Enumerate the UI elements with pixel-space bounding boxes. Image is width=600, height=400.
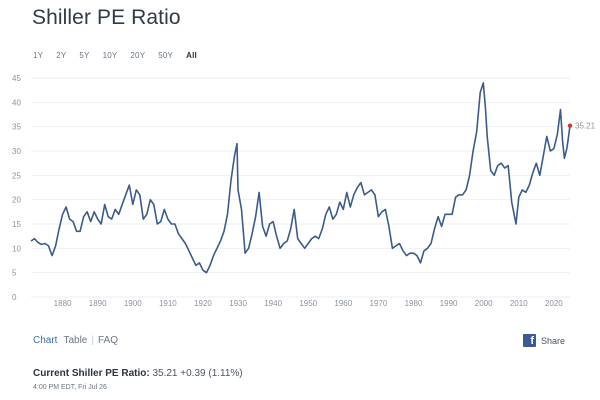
range-tab-1y[interactable]: 1Y — [33, 51, 44, 60]
x-tick-label: 1890 — [89, 299, 107, 308]
share-label: Share — [541, 335, 566, 346]
x-tick-label: 1970 — [370, 299, 388, 308]
x-tick-label: 1880 — [54, 299, 72, 308]
last-value-marker — [567, 123, 573, 128]
last-value-label: 35.21 — [575, 122, 596, 131]
x-tick-label: 1910 — [159, 299, 177, 308]
page-title: Shiller PE Ratio — [32, 6, 181, 29]
current-value: 35.21 — [152, 368, 178, 379]
y-tick-label: 25 — [12, 171, 21, 180]
y-axis-ticks: 0 5 10 15 20 25 30 35 40 45 — [12, 74, 21, 302]
range-tab-20y[interactable]: 20Y — [130, 51, 146, 60]
x-axis-ticks: 1880 1890 1900 1910 1920 1930 1940 1950 1960 1970… — [54, 299, 564, 308]
range-tab-all[interactable]: All — [186, 51, 197, 60]
share-button[interactable]: f Share — [523, 334, 565, 347]
x-tick-label: 2020 — [545, 299, 563, 308]
pe-ratio-line — [30, 82, 571, 274]
timestamp: 4:00 PM EDT, Fri Jul 26 — [33, 384, 107, 391]
current-change: +0.39 (1.11%) — [180, 368, 243, 379]
facebook-icon: f — [523, 334, 536, 347]
range-tab-2y[interactable]: 2Y — [56, 51, 67, 60]
y-tick-label: 5 — [12, 269, 17, 278]
x-tick-label: 1940 — [264, 299, 282, 308]
x-tick-label: 1930 — [229, 299, 247, 308]
chart-gridlines — [31, 77, 570, 298]
view-tabs: Chart Table | FAQ — [33, 335, 118, 346]
y-tick-label: 35 — [12, 123, 21, 132]
x-tick-label: 1920 — [194, 299, 212, 308]
x-tick-label: 1900 — [124, 299, 142, 308]
x-tick-label: 2010 — [510, 299, 528, 308]
range-tab-5y[interactable]: 5Y — [79, 51, 90, 60]
y-tick-label: 0 — [12, 293, 17, 302]
tab-table[interactable]: Table — [63, 335, 88, 346]
range-tabs: 1Y 2Y 5Y 10Y 20Y 50Y All — [33, 51, 210, 60]
x-tick-label: 1980 — [405, 299, 423, 308]
range-tab-50y[interactable]: 50Y — [158, 51, 174, 60]
x-tick-label: 1960 — [334, 299, 352, 308]
y-tick-label: 10 — [12, 244, 21, 253]
y-tick-label: 45 — [12, 74, 21, 83]
tab-faq[interactable]: FAQ — [97, 335, 118, 346]
range-tab-10y[interactable]: 10Y — [102, 51, 118, 60]
y-tick-label: 30 — [12, 147, 21, 156]
y-tick-label: 20 — [12, 196, 21, 205]
y-tick-label: 40 — [12, 98, 21, 107]
tab-chart[interactable]: Chart — [33, 335, 58, 346]
x-tick-label: 1950 — [299, 299, 317, 308]
tab-separator: | — [91, 335, 94, 346]
x-tick-label: 1990 — [440, 299, 458, 308]
x-tick-label: 2000 — [475, 299, 493, 308]
current-label: Current Shiller PE Ratio: — [33, 368, 150, 379]
current-value-line: Current Shiller PE Ratio: 35.21 +0.39 (1… — [33, 368, 243, 379]
y-tick-label: 15 — [12, 220, 21, 229]
